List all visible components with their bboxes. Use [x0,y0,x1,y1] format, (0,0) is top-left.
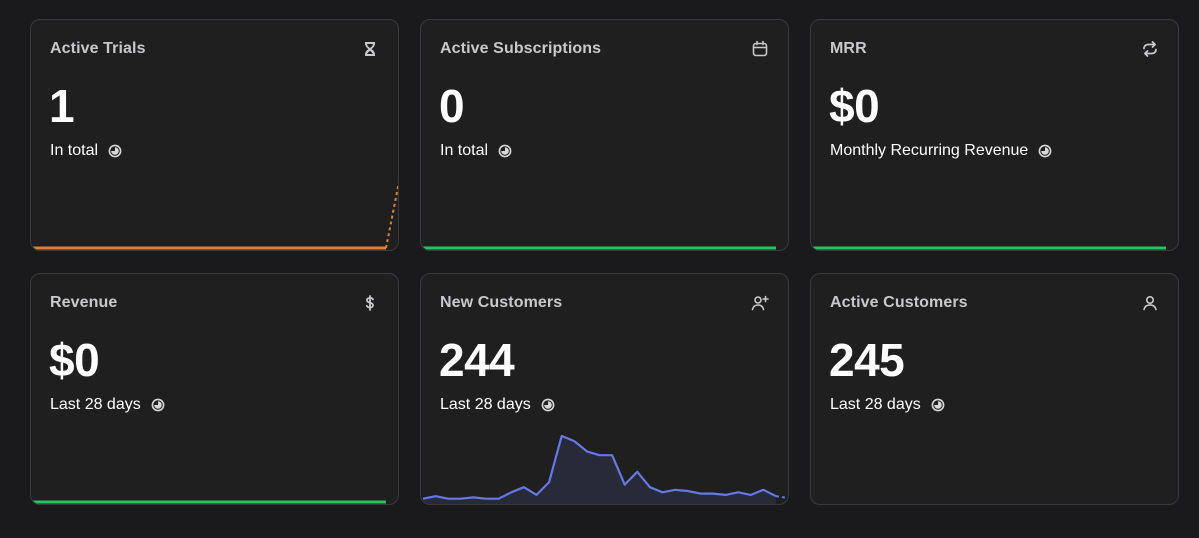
add-user-icon [750,293,770,313]
card-subtitle: Last 28 days [50,396,141,413]
card-revenue[interactable]: Revenue $0 Last 28 days [30,273,399,505]
card-active-trials[interactable]: Active Trials 1 In total [30,19,399,251]
card-subtitle: Last 28 days [440,396,531,413]
card-subtitle: Last 28 days [830,396,921,413]
sparkline [422,434,788,504]
card-title: Active Subscriptions [440,40,602,57]
card-new-customers[interactable]: New Customers 244 Last 28 days [420,273,789,505]
card-value: $0 [829,80,880,132]
info-icon[interactable] [931,398,945,412]
card-active-customers[interactable]: Active Customers 245 Last 28 days [810,273,1179,505]
sparkline-projection [385,181,398,249]
dollar-icon [360,293,380,313]
card-active-subscriptions[interactable]: Active Subscriptions 0 In total [420,19,789,251]
sparkline-area [423,436,776,504]
sparkline-projection [775,495,788,499]
card-subtitle: In total [440,142,489,159]
card-value: 0 [439,80,465,132]
hourglass-icon [360,39,380,59]
refresh-icon [1140,39,1160,59]
card-title: Active Trials [50,40,146,57]
metrics-grid: Active Trials 1 In total Active Subscrip… [30,19,1179,505]
calendar-icon [750,39,770,59]
sparkline [33,500,386,504]
info-icon[interactable] [498,144,512,158]
card-mrr[interactable]: MRR $0 Monthly Recurring Revenue [810,19,1179,251]
card-value: 1 [49,80,75,132]
sparkline-line [422,434,777,500]
info-icon[interactable] [108,144,122,158]
sparkline [813,246,1166,250]
sparkline [811,424,1179,504]
sparkline [33,181,398,250]
info-icon[interactable] [151,398,165,412]
user-icon [1140,293,1160,313]
info-icon[interactable] [541,398,555,412]
info-icon[interactable] [1038,144,1052,158]
card-value: $0 [49,334,100,386]
card-value: 245 [829,334,905,386]
card-subtitle: Monthly Recurring Revenue [830,142,1029,159]
card-title: MRR [830,40,867,57]
card-title: Revenue [50,294,118,311]
card-subtitle: In total [50,142,99,159]
card-value: 244 [439,334,515,386]
card-title: Active Customers [830,294,968,311]
sparkline [423,246,776,250]
card-title: New Customers [440,294,563,311]
